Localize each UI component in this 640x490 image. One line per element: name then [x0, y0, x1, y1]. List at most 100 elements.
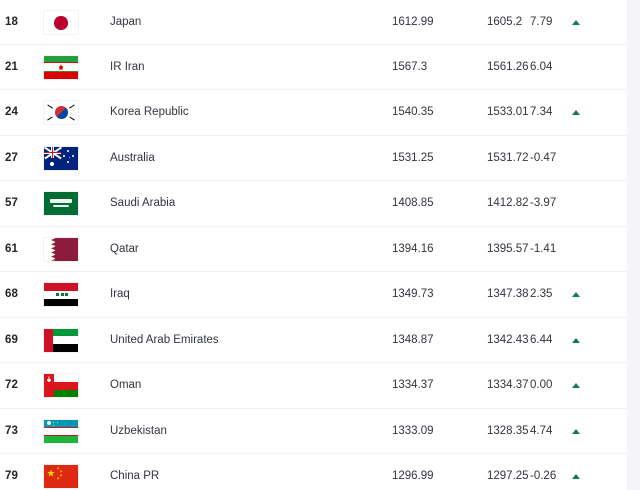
table-row[interactable]: 57 Saudi Arabia 1408.85 1412.82 -3.97 — [0, 181, 627, 227]
arrow-up-icon — [572, 428, 580, 434]
previous-points: 1395.57 — [487, 242, 529, 255]
country-name[interactable]: IR Iran — [110, 60, 145, 73]
rank-movement-indicator — [572, 136, 596, 182]
previous-points: 1531.72 — [487, 151, 529, 164]
previous-points: 1297.25 — [487, 470, 529, 482]
country-flag-cell — [44, 181, 78, 227]
rank-number: 72 — [5, 379, 18, 391]
total-points: 1540.35 — [392, 106, 434, 118]
flag-icon — [44, 465, 78, 489]
rank-movement-indicator — [572, 363, 596, 409]
rank-movement-indicator — [572, 409, 596, 455]
flag-icon — [44, 374, 78, 398]
table-row[interactable]: 24 Korea Republic 1540.35 1533.01 7.34 — [0, 90, 627, 136]
total-points: 1408.85 — [392, 197, 434, 209]
flag-icon — [44, 11, 78, 35]
table-row[interactable]: 18 Japan 1612.99 1605.2 7.79 — [0, 0, 627, 45]
country-name[interactable]: Japan — [110, 16, 142, 28]
flag-icon — [44, 328, 78, 352]
arrow-up-icon — [572, 474, 580, 480]
total-points: 1348.87 — [392, 333, 434, 346]
table-row[interactable]: 79 China PR 1296.99 1297.25 -0.26 — [0, 454, 627, 490]
rank-movement-indicator — [572, 90, 596, 136]
country-flag-cell — [44, 363, 78, 409]
country-flag-cell — [44, 0, 78, 46]
previous-points: 1412.82 — [487, 197, 529, 209]
country-name[interactable]: United Arab Emirates — [110, 333, 219, 346]
rank-movement-indicator — [572, 272, 596, 318]
rank-number: 21 — [5, 60, 18, 73]
flag-icon — [44, 283, 78, 307]
ranking-table: 18 Japan 1612.99 1605.2 7.79 21 IR Iran 1567.3 1… — [0, 0, 627, 490]
flag-icon — [44, 192, 78, 216]
rank-movement-indicator — [572, 454, 596, 490]
total-points: 1296.99 — [392, 470, 434, 482]
previous-points: 1561.26 — [487, 60, 529, 73]
previous-points: 1605.2 — [487, 16, 523, 28]
total-points: 1334.37 — [392, 379, 434, 391]
rank-movement-indicator — [572, 0, 596, 46]
rank-number: 24 — [5, 106, 18, 118]
points-change: -3.97 — [530, 197, 557, 209]
country-name[interactable]: Korea Republic — [110, 106, 189, 118]
table-row[interactable]: 73 Uzbekistan 1333.09 1328.35 4.74 — [0, 408, 627, 455]
points-change: 7.34 — [530, 106, 553, 118]
previous-points: 1328.35 — [487, 424, 529, 437]
points-change: 7.79 — [530, 16, 553, 28]
flag-icon — [44, 419, 78, 443]
country-flag-cell — [44, 454, 78, 490]
table-row[interactable]: 27 Australia 1531.25 1531.72 -0.47 — [0, 135, 627, 182]
flag-icon — [44, 237, 78, 261]
table-row[interactable]: 21 IR Iran 1567.3 1561.26 6.04 — [0, 44, 627, 91]
country-flag-cell — [44, 136, 78, 182]
country-name[interactable]: Qatar — [110, 242, 139, 255]
points-change: -1.41 — [530, 242, 557, 255]
total-points: 1333.09 — [392, 424, 434, 437]
table-row[interactable]: 61 Qatar 1394.16 1395.57 -1.41 — [0, 226, 627, 273]
country-flag-cell — [44, 272, 78, 318]
points-change: -0.26 — [530, 470, 557, 482]
total-points: 1567.3 — [392, 60, 428, 73]
arrow-up-icon — [572, 20, 580, 26]
total-points: 1531.25 — [392, 151, 434, 164]
arrow-up-icon — [572, 292, 580, 298]
country-flag-cell — [44, 45, 78, 91]
points-change: 2.35 — [530, 288, 553, 300]
rank-number: 27 — [5, 151, 18, 164]
total-points: 1349.73 — [392, 288, 434, 300]
rank-number: 79 — [5, 470, 18, 482]
previous-points: 1347.38 — [487, 288, 529, 300]
arrow-up-icon — [572, 110, 580, 116]
rank-number: 18 — [5, 16, 18, 28]
flag-icon — [44, 146, 78, 170]
points-change: 0.00 — [530, 379, 553, 391]
points-change: -0.47 — [530, 151, 557, 164]
rank-movement-indicator — [572, 227, 596, 273]
flag-icon — [44, 55, 78, 79]
country-name[interactable]: Uzbekistan — [110, 424, 167, 437]
country-name[interactable]: China PR — [110, 470, 160, 482]
rank-number: 57 — [5, 197, 18, 209]
rank-number: 69 — [5, 333, 18, 346]
total-points: 1612.99 — [392, 16, 434, 28]
rank-movement-indicator — [572, 45, 596, 91]
country-name[interactable]: Saudi Arabia — [110, 197, 176, 209]
rank-movement-indicator — [572, 318, 596, 364]
table-row[interactable]: 72 Oman 1334.37 1334.37 0.00 — [0, 363, 627, 409]
rank-number: 68 — [5, 288, 18, 300]
flag-icon — [44, 101, 78, 125]
total-points: 1394.16 — [392, 242, 434, 255]
points-change: 6.44 — [530, 333, 553, 346]
country-name[interactable]: Australia — [110, 151, 155, 164]
table-row[interactable]: 69 United Arab Emirates 1348.87 1342.43 6.44 — [0, 317, 627, 364]
country-name[interactable]: Iraq — [110, 288, 130, 300]
table-row[interactable]: 68 Iraq 1349.73 1347.38 2.35 — [0, 272, 627, 318]
rank-number: 61 — [5, 242, 18, 255]
rank-movement-indicator — [572, 181, 596, 227]
arrow-up-icon — [572, 337, 580, 343]
country-name[interactable]: Oman — [110, 379, 142, 391]
previous-points: 1533.01 — [487, 106, 529, 118]
arrow-up-icon — [572, 383, 580, 389]
points-change: 4.74 — [530, 424, 553, 437]
country-flag-cell — [44, 227, 78, 273]
